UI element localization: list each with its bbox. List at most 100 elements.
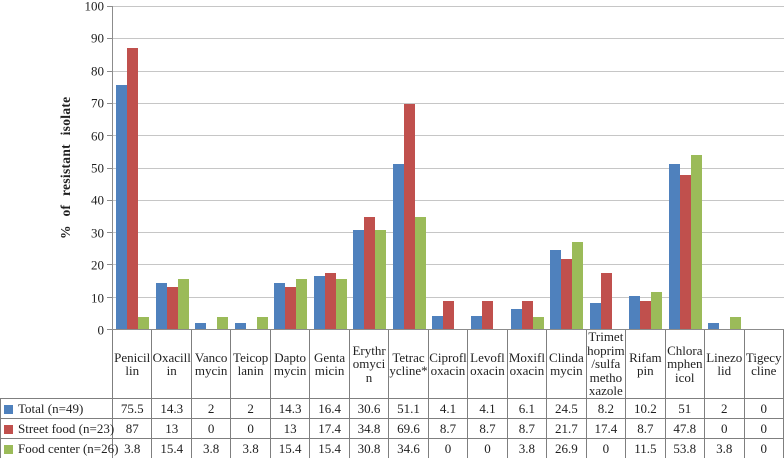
y-tick-label: 0 <box>97 322 105 338</box>
bar-total <box>431 315 443 329</box>
bar-group <box>389 6 428 329</box>
bar-total <box>195 322 207 329</box>
category-header-cell: Vanco mycin <box>190 330 232 399</box>
y-axis-tick <box>107 70 112 72</box>
bar-total <box>708 322 720 329</box>
bar-food-center <box>296 279 308 329</box>
value-cell: 21.7 <box>546 418 587 439</box>
legend-swatch-street-food <box>4 424 13 434</box>
y-axis-tick <box>107 232 112 234</box>
value-cell: 2 <box>230 398 271 419</box>
category-header-cell: Levofl oxacin <box>467 330 508 399</box>
category-header-cell: Penicil lin <box>111 330 153 399</box>
bar-street-food <box>324 272 336 329</box>
bar-total <box>589 302 601 329</box>
value-cell: 34.6 <box>388 438 429 458</box>
value-cell: 16.4 <box>309 398 350 419</box>
value-cell: 0 <box>427 438 469 458</box>
value-cell: 3.8 <box>190 438 232 458</box>
bar-total <box>510 309 522 329</box>
value-cell: 8.7 <box>625 418 666 439</box>
bar-total <box>471 315 483 329</box>
bar-group <box>271 6 310 329</box>
bar-street-food <box>600 272 612 329</box>
category-header-cell: Rifam pin <box>625 330 666 399</box>
category-header-row: Penicil lin Oxacill in Vanco mycin Teicop l… <box>1 330 784 399</box>
y-tick-label: 50 <box>91 160 104 176</box>
value-cell: 0 <box>230 418 271 439</box>
bar-group <box>192 6 231 329</box>
gridline <box>113 135 784 137</box>
category-header-cell: Dapto mycin <box>269 330 311 399</box>
value-cell: 2 <box>704 398 745 419</box>
category-header-cell: Trimet hoprim /sulfa metho xazole <box>585 329 627 399</box>
category-header-cell: Ciprofl oxacin <box>427 330 469 399</box>
bar-street-food <box>640 300 652 329</box>
gridline <box>113 264 784 266</box>
bar-group <box>508 6 547 329</box>
y-axis-tick <box>107 135 112 137</box>
value-cell: 53.8 <box>664 438 706 458</box>
legend-swatch-food-center <box>4 444 13 454</box>
value-cell: 3.8 <box>506 438 548 458</box>
bar-group <box>152 6 191 329</box>
bar-total <box>668 164 680 329</box>
bar-total <box>353 230 365 329</box>
bar-group <box>666 6 705 329</box>
value-cell: 4.1 <box>427 398 469 419</box>
series-row-food-center: Food center (n=26) 3.8 15.4 3.8 3.8 15.4 15.4 3… <box>0 438 784 458</box>
bar-total <box>234 322 246 329</box>
value-cell: 0 <box>467 438 508 458</box>
value-cell: 17.4 <box>309 418 350 439</box>
bar-total <box>116 85 128 329</box>
gridline <box>113 167 784 169</box>
legend-swatch-total <box>4 404 13 414</box>
bar-total <box>155 282 167 329</box>
y-tick-label: 90 <box>91 30 104 46</box>
category-header-cell: Clinda mycin <box>546 330 587 399</box>
bar-food-center <box>217 316 229 329</box>
value-cell: 30.8 <box>348 438 390 458</box>
bar-group <box>705 6 744 329</box>
table-corner-cell <box>1 330 113 399</box>
value-cell: 0 <box>743 398 784 419</box>
legend-label: Food center (n=26) <box>18 440 119 456</box>
value-cell: 11.5 <box>625 438 666 458</box>
y-axis-tick <box>107 329 112 330</box>
value-cell: 26.9 <box>546 438 587 458</box>
value-cell: 0 <box>190 418 232 439</box>
y-tick-label: 40 <box>91 192 104 208</box>
bar-food-center <box>572 242 584 329</box>
bar-food-center <box>256 316 268 329</box>
y-axis-tick <box>107 167 112 169</box>
bar-food-center <box>532 316 544 329</box>
gridline <box>113 199 784 201</box>
series-row-street-food: Street food (n=23) 87 13 0 0 13 17.4 34.8 69.6 8.… <box>0 418 784 439</box>
value-cell: 0 <box>585 438 627 458</box>
gridline <box>113 6 784 7</box>
value-cell: 10.2 <box>625 398 666 419</box>
bar-total <box>550 249 562 329</box>
y-axis-tick <box>107 264 112 266</box>
bar-group <box>113 6 152 329</box>
bars-layer <box>113 6 784 329</box>
y-tick-label: 30 <box>91 225 104 241</box>
bar-street-food <box>364 216 376 329</box>
category-header-cell: Oxacill in <box>151 330 192 399</box>
value-cell: 2 <box>190 398 232 419</box>
value-cell: 87 <box>111 418 153 439</box>
bar-street-food <box>442 300 454 329</box>
bar-food-center <box>335 279 347 329</box>
value-cell: 69.6 <box>388 418 429 439</box>
bar-street-food <box>679 174 691 329</box>
value-cell: 47.8 <box>664 418 706 439</box>
value-cell: 14.3 <box>269 398 311 419</box>
category-header-cell: Teicop lanin <box>230 330 271 399</box>
bar-food-center <box>730 316 742 329</box>
table-body: Penicil lin Oxacill in Vanco mycin Teicop l… <box>0 330 784 458</box>
category-header-cell: Erythr omyci n <box>348 330 390 399</box>
legend-cell: Street food (n=23) <box>0 418 114 439</box>
gridline <box>113 102 784 104</box>
category-header-cell: Tigecy cline <box>743 330 784 399</box>
bar-food-center <box>177 279 189 329</box>
